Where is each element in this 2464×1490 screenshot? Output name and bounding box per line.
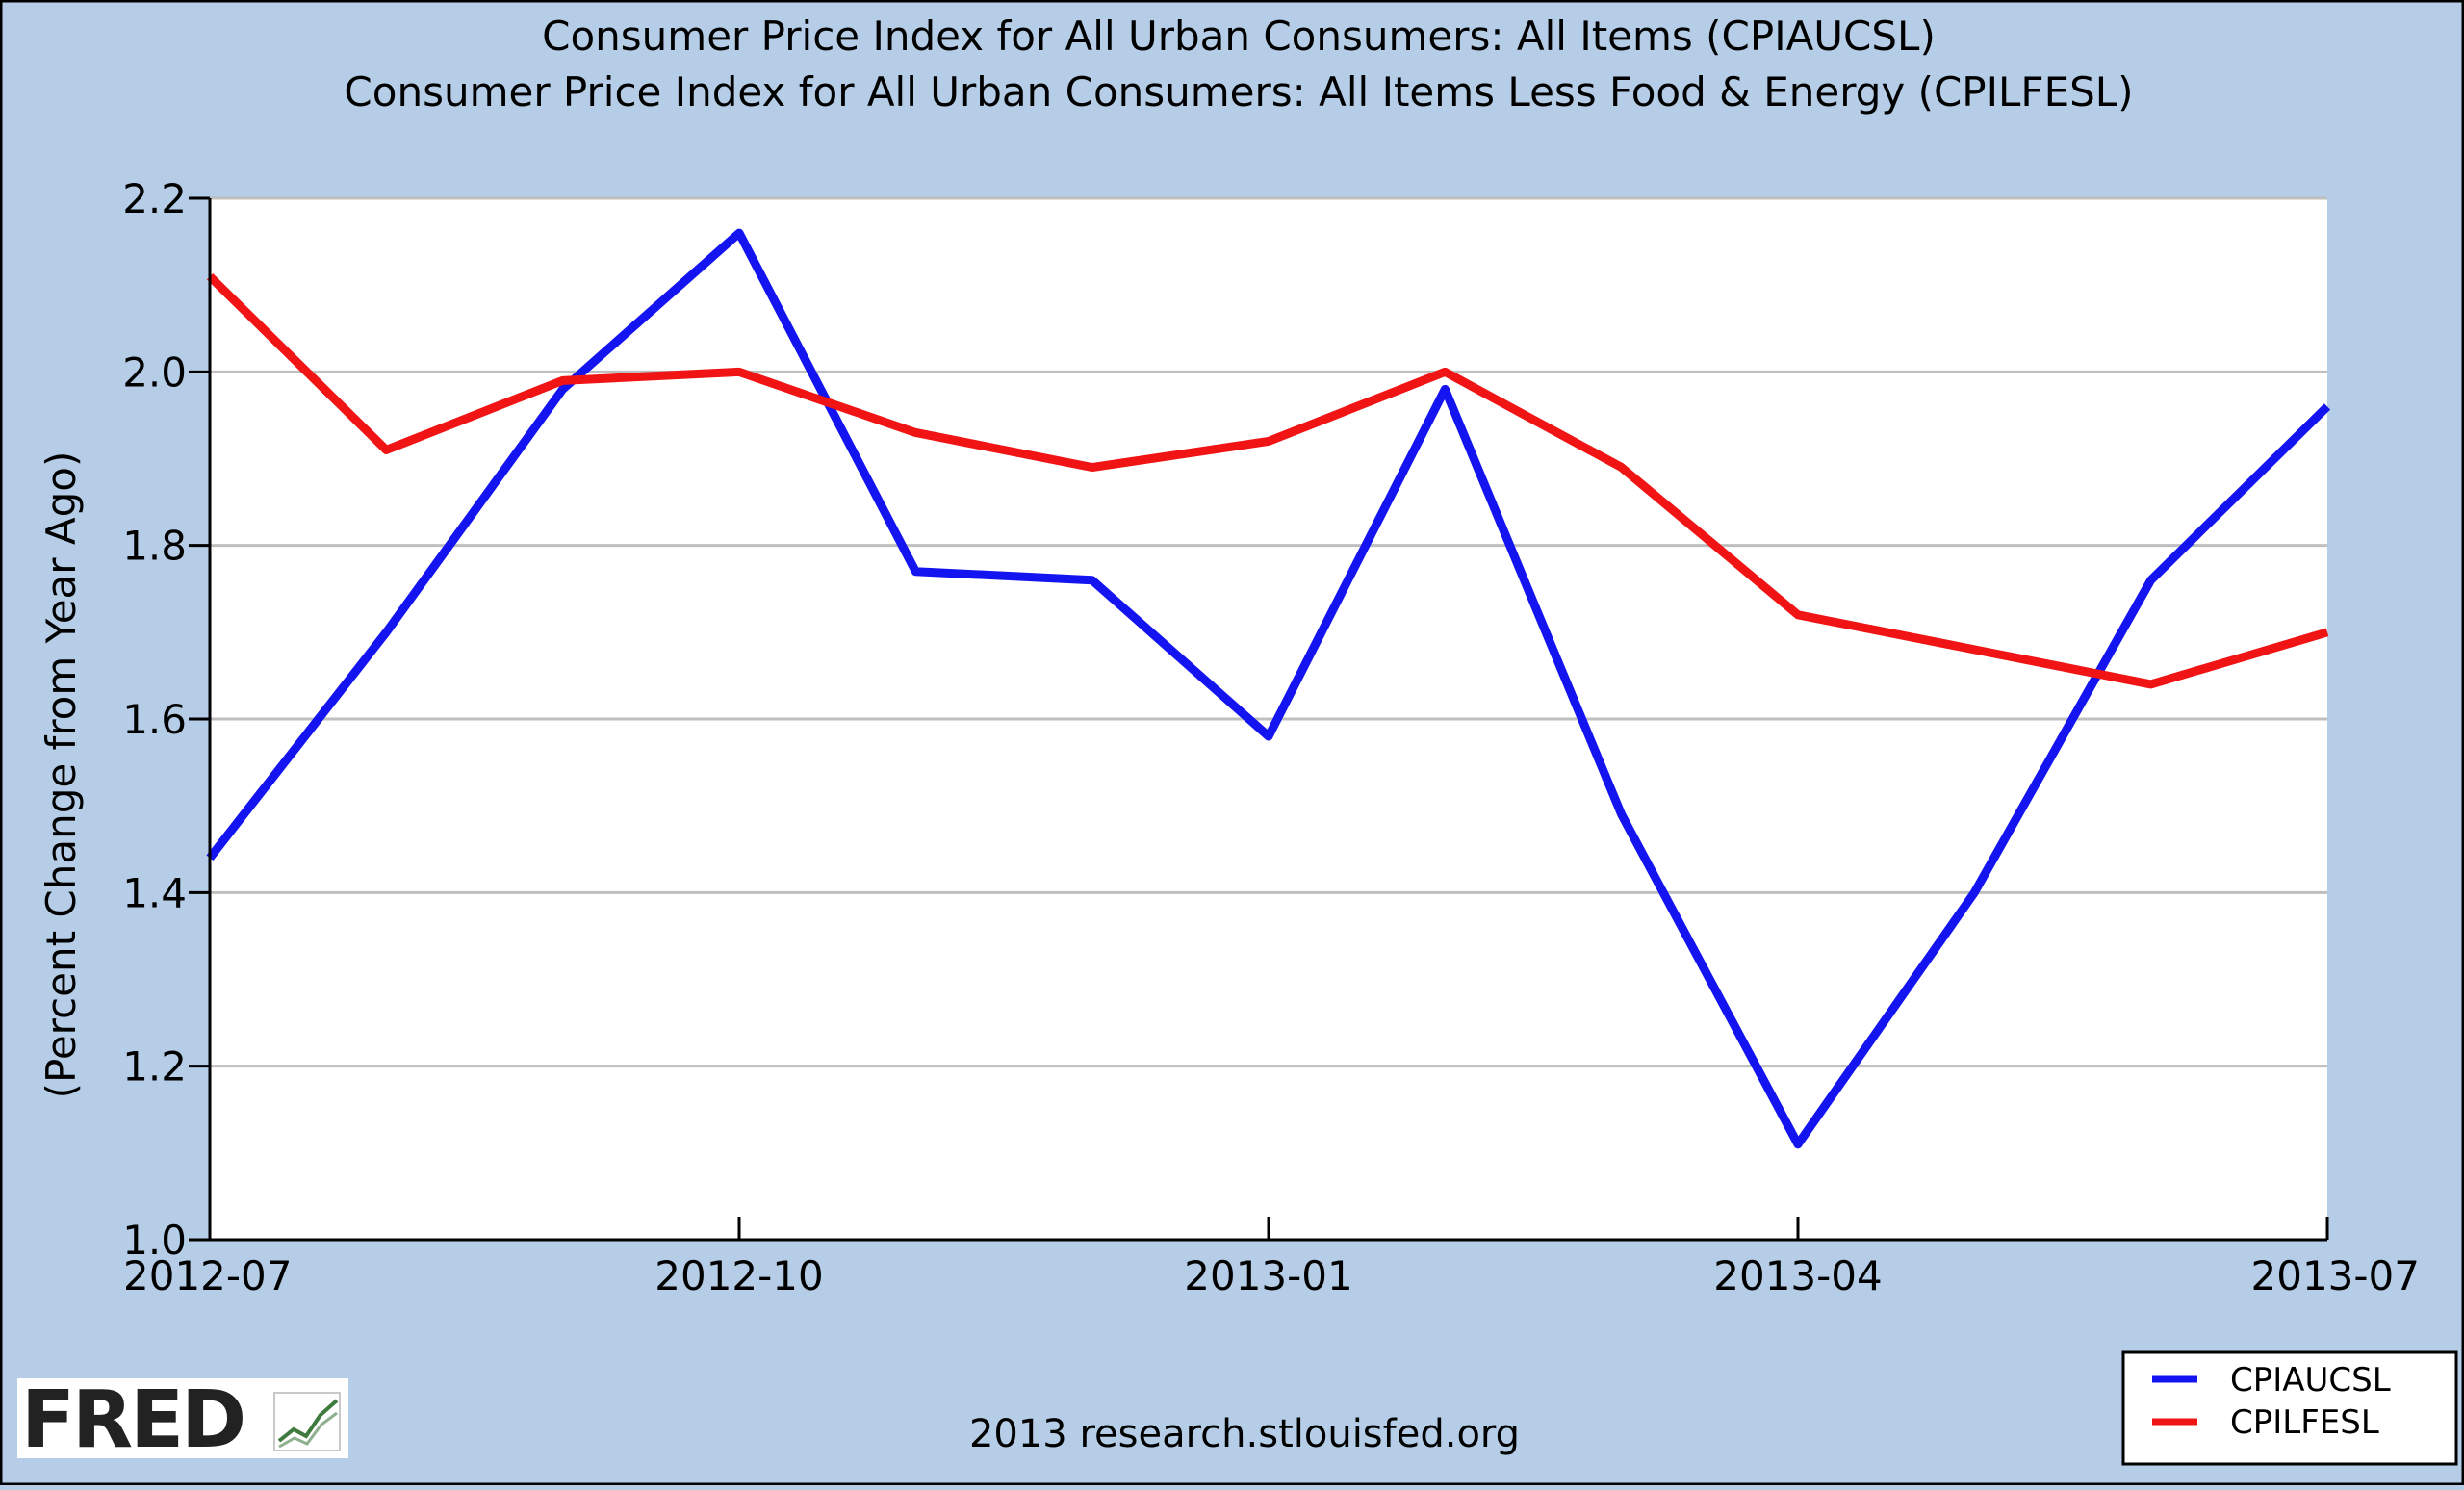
trend-chart-icon — [273, 1392, 341, 1451]
x-tick-label: 2012-07 — [123, 1252, 293, 1299]
y-axis-label: (Percent Change from Year Ago) — [38, 451, 85, 1099]
legend-label-cpiaucsl: CPIAUCSL — [2230, 1361, 2391, 1400]
legend-box — [2121, 1350, 2458, 1466]
source-credit: 2013 research.stlouisfed.org — [969, 1412, 1520, 1456]
legend: CPIAUCSL CPILFESL — [2121, 1350, 2458, 1466]
y-tick-label: 1.2 — [122, 1043, 187, 1091]
y-tick-label: 2.2 — [122, 175, 187, 222]
y-tick-label: 1.6 — [122, 696, 187, 743]
legend-label-cpilfesl: CPILFESL — [2230, 1403, 2379, 1442]
y-tick-label: 1.4 — [122, 869, 187, 916]
x-tick-label: 2012-10 — [654, 1252, 824, 1299]
fred-logo: FRED — [17, 1374, 348, 1466]
series-line-cpilfesl — [206, 272, 2329, 689]
y-tick-label: 2.0 — [122, 348, 187, 396]
x-tick-label: 2013-01 — [1184, 1252, 1353, 1299]
x-tick-label: 2013-07 — [2251, 1252, 2421, 1299]
series-line-cpiaucsl — [206, 228, 2331, 1149]
x-tick-label: 2013-04 — [1713, 1252, 1883, 1299]
y-tick-label: 1.8 — [122, 523, 187, 570]
chart-title: Consumer Price Index for All Urban Consu… — [542, 13, 1936, 60]
y-tick-label: 1.0 — [122, 1217, 187, 1264]
fred-logo-text: FRED — [21, 1374, 244, 1466]
chart-subtitle: Consumer Price Index for All Urban Consu… — [344, 68, 2133, 116]
